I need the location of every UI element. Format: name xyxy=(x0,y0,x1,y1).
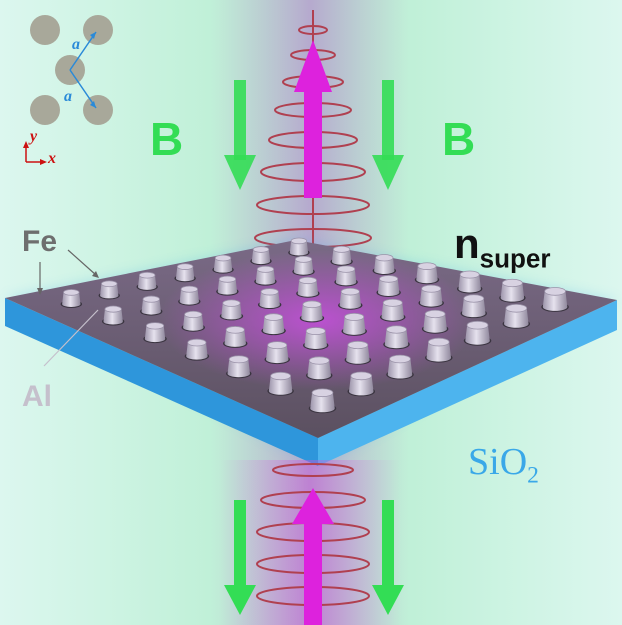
nanopillar xyxy=(226,355,252,379)
nanopillar xyxy=(267,371,294,396)
al-label: Al xyxy=(22,380,52,413)
sio2-label: SiO2 xyxy=(468,440,539,490)
n-symbol: n xyxy=(454,220,480,267)
nanopillar xyxy=(98,280,120,300)
nanopillar xyxy=(421,309,449,334)
nanopillar xyxy=(140,295,163,316)
nanopillar-array xyxy=(60,237,569,414)
nanopillar xyxy=(250,246,272,266)
nanopillar xyxy=(330,245,353,266)
lattice-constant-top: a xyxy=(72,36,80,53)
axis-x-label: x xyxy=(48,150,56,167)
down-arrow-icon xyxy=(224,500,404,615)
nanopillar xyxy=(460,294,488,319)
up-arrow-icon xyxy=(294,40,332,198)
lattice-constant-bottom: a xyxy=(64,88,72,105)
nanopillar xyxy=(296,276,320,298)
nanopillar xyxy=(288,237,310,257)
nanopillar xyxy=(376,275,401,297)
nanopillar xyxy=(257,288,282,310)
nanopillar xyxy=(341,312,367,336)
nanopillar xyxy=(143,322,167,344)
field-label-left: B xyxy=(150,113,184,165)
nanopillar xyxy=(216,275,239,296)
nanopillar xyxy=(334,265,358,287)
nanopillar xyxy=(184,338,210,361)
label-pointers xyxy=(37,249,99,367)
nanopillar xyxy=(303,327,329,350)
axis-y-label: y xyxy=(30,128,38,145)
nanopillar xyxy=(338,287,363,310)
nanopillar xyxy=(499,278,526,303)
nanopillar xyxy=(136,271,158,291)
nanopillar xyxy=(174,263,196,283)
nanopillar xyxy=(541,287,569,312)
nanopillar xyxy=(383,325,410,350)
nanopillar xyxy=(101,305,125,326)
nanopillar xyxy=(223,326,248,348)
axis-indicator xyxy=(23,141,47,165)
nanopillar xyxy=(292,255,315,276)
nanopillar xyxy=(456,270,483,294)
fe-label: Fe xyxy=(22,225,58,258)
nanopillar xyxy=(425,337,453,363)
nanopillar xyxy=(261,313,286,336)
down-arrow-icon xyxy=(224,80,404,190)
sio2-main: SiO xyxy=(468,441,528,483)
nanopillar xyxy=(305,356,333,381)
up-arrow-icon xyxy=(292,488,334,625)
nanopillar xyxy=(60,289,83,309)
nanopillar xyxy=(386,354,414,380)
refractive-index-label: nsuper xyxy=(454,220,551,274)
nanopillar xyxy=(212,254,234,274)
nanopillar xyxy=(502,303,531,329)
nanopillar xyxy=(414,262,440,285)
nanopillar xyxy=(418,284,444,308)
nanopillar xyxy=(379,298,406,322)
nanopillar xyxy=(254,265,277,286)
sio2-subscript: 2 xyxy=(527,462,539,489)
nanopillar xyxy=(372,254,397,275)
nanopillar xyxy=(344,340,372,365)
nanopillar xyxy=(178,285,201,306)
field-label-right: B xyxy=(442,113,476,165)
nanopillar xyxy=(219,299,244,321)
nanopillar xyxy=(463,320,492,346)
n-subscript: super xyxy=(479,243,551,274)
nanopillar xyxy=(299,300,325,323)
nanopillar xyxy=(181,310,205,332)
lattice-inset xyxy=(30,15,113,125)
nanopillar xyxy=(347,371,376,397)
nanopillar xyxy=(308,388,337,414)
nanopillar xyxy=(264,341,290,365)
